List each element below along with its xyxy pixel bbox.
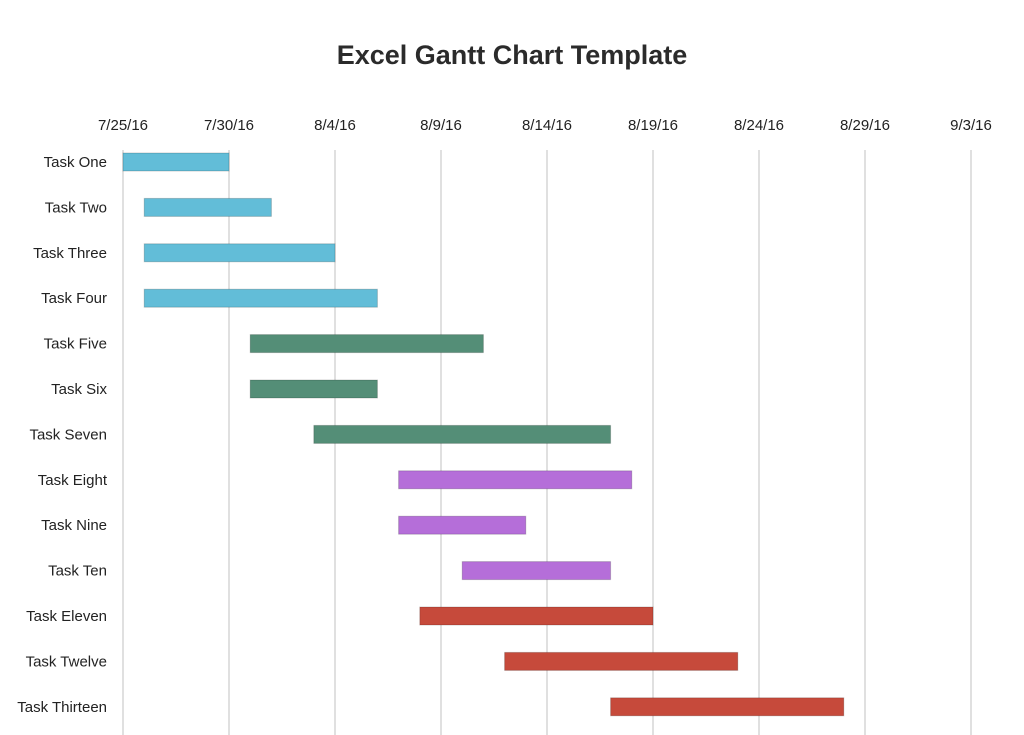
task-labels: Task One Task Two Task Three Task Four Task … [17,154,108,716]
task-bar [398,515,527,535]
task-bar [461,561,612,581]
x-tick-label: 8/14/16 [522,117,572,134]
task-label: Task Twelve [26,653,107,670]
task-bar [249,334,484,354]
task-bar [313,424,612,444]
task-label: Task Eleven [26,608,107,625]
x-tick-label: 8/4/16 [314,117,356,134]
task-bar [122,152,230,172]
x-tick-label: 7/25/16 [98,117,148,134]
task-bar [504,651,739,671]
x-tick-label: 8/9/16 [420,117,462,134]
task-bars [122,152,845,717]
task-label: Task Eight [38,472,108,489]
task-bar [143,197,272,217]
task-bar [610,697,845,717]
task-label: Task One [44,154,107,171]
x-tick-label: 9/3/16 [950,117,992,134]
task-label: Task Thirteen [17,699,107,716]
task-label: Task Four [41,290,107,307]
task-label: Task Nine [41,517,107,534]
task-label: Task Six [51,381,107,398]
x-tick-label: 8/24/16 [734,117,784,134]
task-label: Task Seven [29,426,107,443]
task-bar [398,470,633,490]
x-tick-label: 8/19/16 [628,117,678,134]
chart-title: Excel Gantt Chart Template [336,40,688,70]
task-label: Task Three [33,245,107,262]
x-tick-label: 8/29/16 [840,117,890,134]
task-bar [249,379,378,399]
task-label: Task Ten [48,563,107,580]
x-axis-tick-labels: 7/25/16 7/30/16 8/4/16 8/9/16 8/14/16 8/19/16… [98,117,992,134]
task-label: Task Five [44,336,107,353]
task-bar [419,606,654,626]
x-tick-label: 7/30/16 [204,117,254,134]
task-label: Task Two [45,199,107,216]
task-bar [143,288,378,308]
task-bar [143,243,336,263]
